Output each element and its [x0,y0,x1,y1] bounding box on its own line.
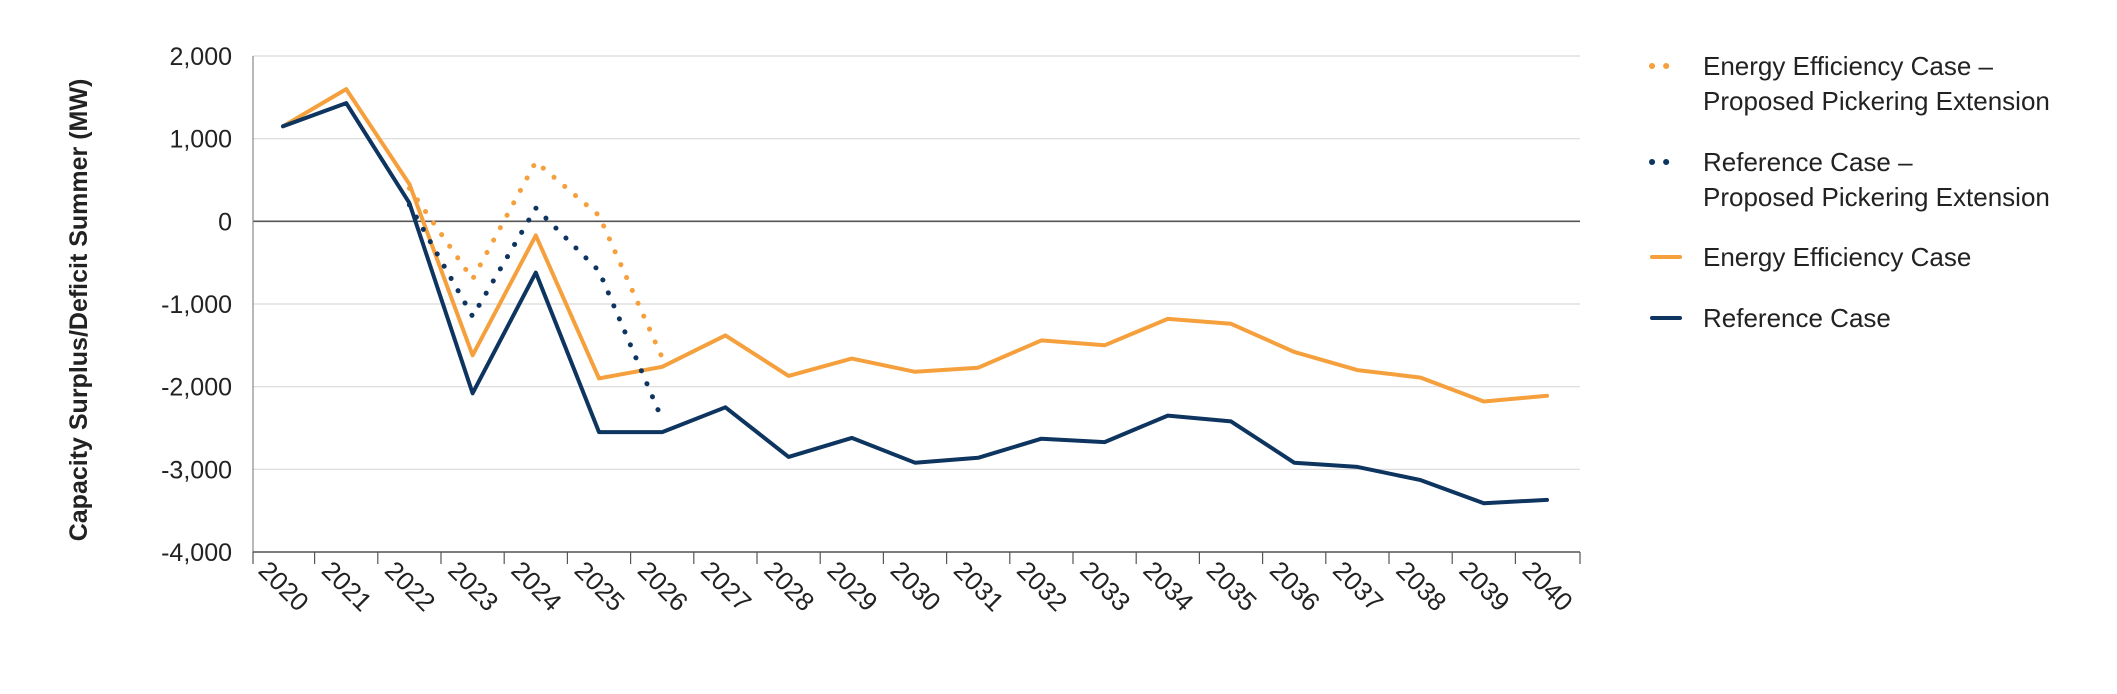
x-tick-label: 2036 [1264,555,1326,617]
legend-label: Reference Case – Proposed Pickering Exten… [1703,147,2050,212]
x-tick-label: 2025 [569,555,631,617]
legend-item-3: Energy Efficiency Case [1650,242,1971,272]
x-tick-label: 2032 [1011,555,1073,617]
series-line-4 [281,101,1549,506]
y-tick-label: 2,000 [169,43,232,71]
x-tick-label: 2031 [948,555,1010,617]
legend-label: Reference Case [1703,303,1891,333]
legend-item-4: Reference Case [1650,303,1891,333]
x-tick-label: 2022 [379,555,441,617]
x-tick-label: 2035 [1201,555,1263,617]
legend-item-1: Energy Efficiency Case – Proposed Pickeri… [1649,51,2050,116]
y-tick-label: -2,000 [161,374,232,402]
x-tick-label: 2024 [506,555,568,617]
legend-label: Energy Efficiency Case [1703,242,1971,272]
y-tick-label: 1,000 [169,126,232,154]
x-tick-label: 2040 [1517,555,1579,617]
y-tick-label: -1,000 [161,291,232,319]
x-tick-label: 2028 [758,555,820,617]
x-tick-label: 2033 [1074,555,1136,617]
x-tick-label: 2027 [695,555,757,617]
x-tick-label: 2020 [253,555,315,617]
legend-item-2: Reference Case – Proposed Pickering Exten… [1649,147,2050,212]
legend-label: Energy Efficiency Case – Proposed Pickeri… [1703,51,2050,116]
x-tick-label: 2038 [1390,555,1452,617]
x-tick-label: 2026 [632,555,694,617]
x-tick-label: 2021 [316,555,378,617]
x-tick-label: 2037 [1327,555,1389,617]
series-line-3 [281,87,1549,404]
legend: Energy Efficiency Case – Proposed Pickeri… [1649,51,2050,333]
x-tick-label: 2039 [1454,555,1516,617]
x-tick-label: 2034 [1138,555,1200,617]
x-tick-label: 2029 [822,555,884,617]
series-line-1 [406,159,665,361]
series-line-2 [406,202,665,423]
y-tick-label: -4,000 [161,539,232,567]
series-layer [281,87,1549,506]
y-axis-title: Capacity Surplus/Deficit Summer (MW) [65,79,93,542]
x-tick-label: 2023 [442,555,504,617]
y-tick-label: -3,000 [161,456,232,484]
x-tick-label: 2030 [885,555,947,617]
y-tick-label: 0 [218,208,232,236]
